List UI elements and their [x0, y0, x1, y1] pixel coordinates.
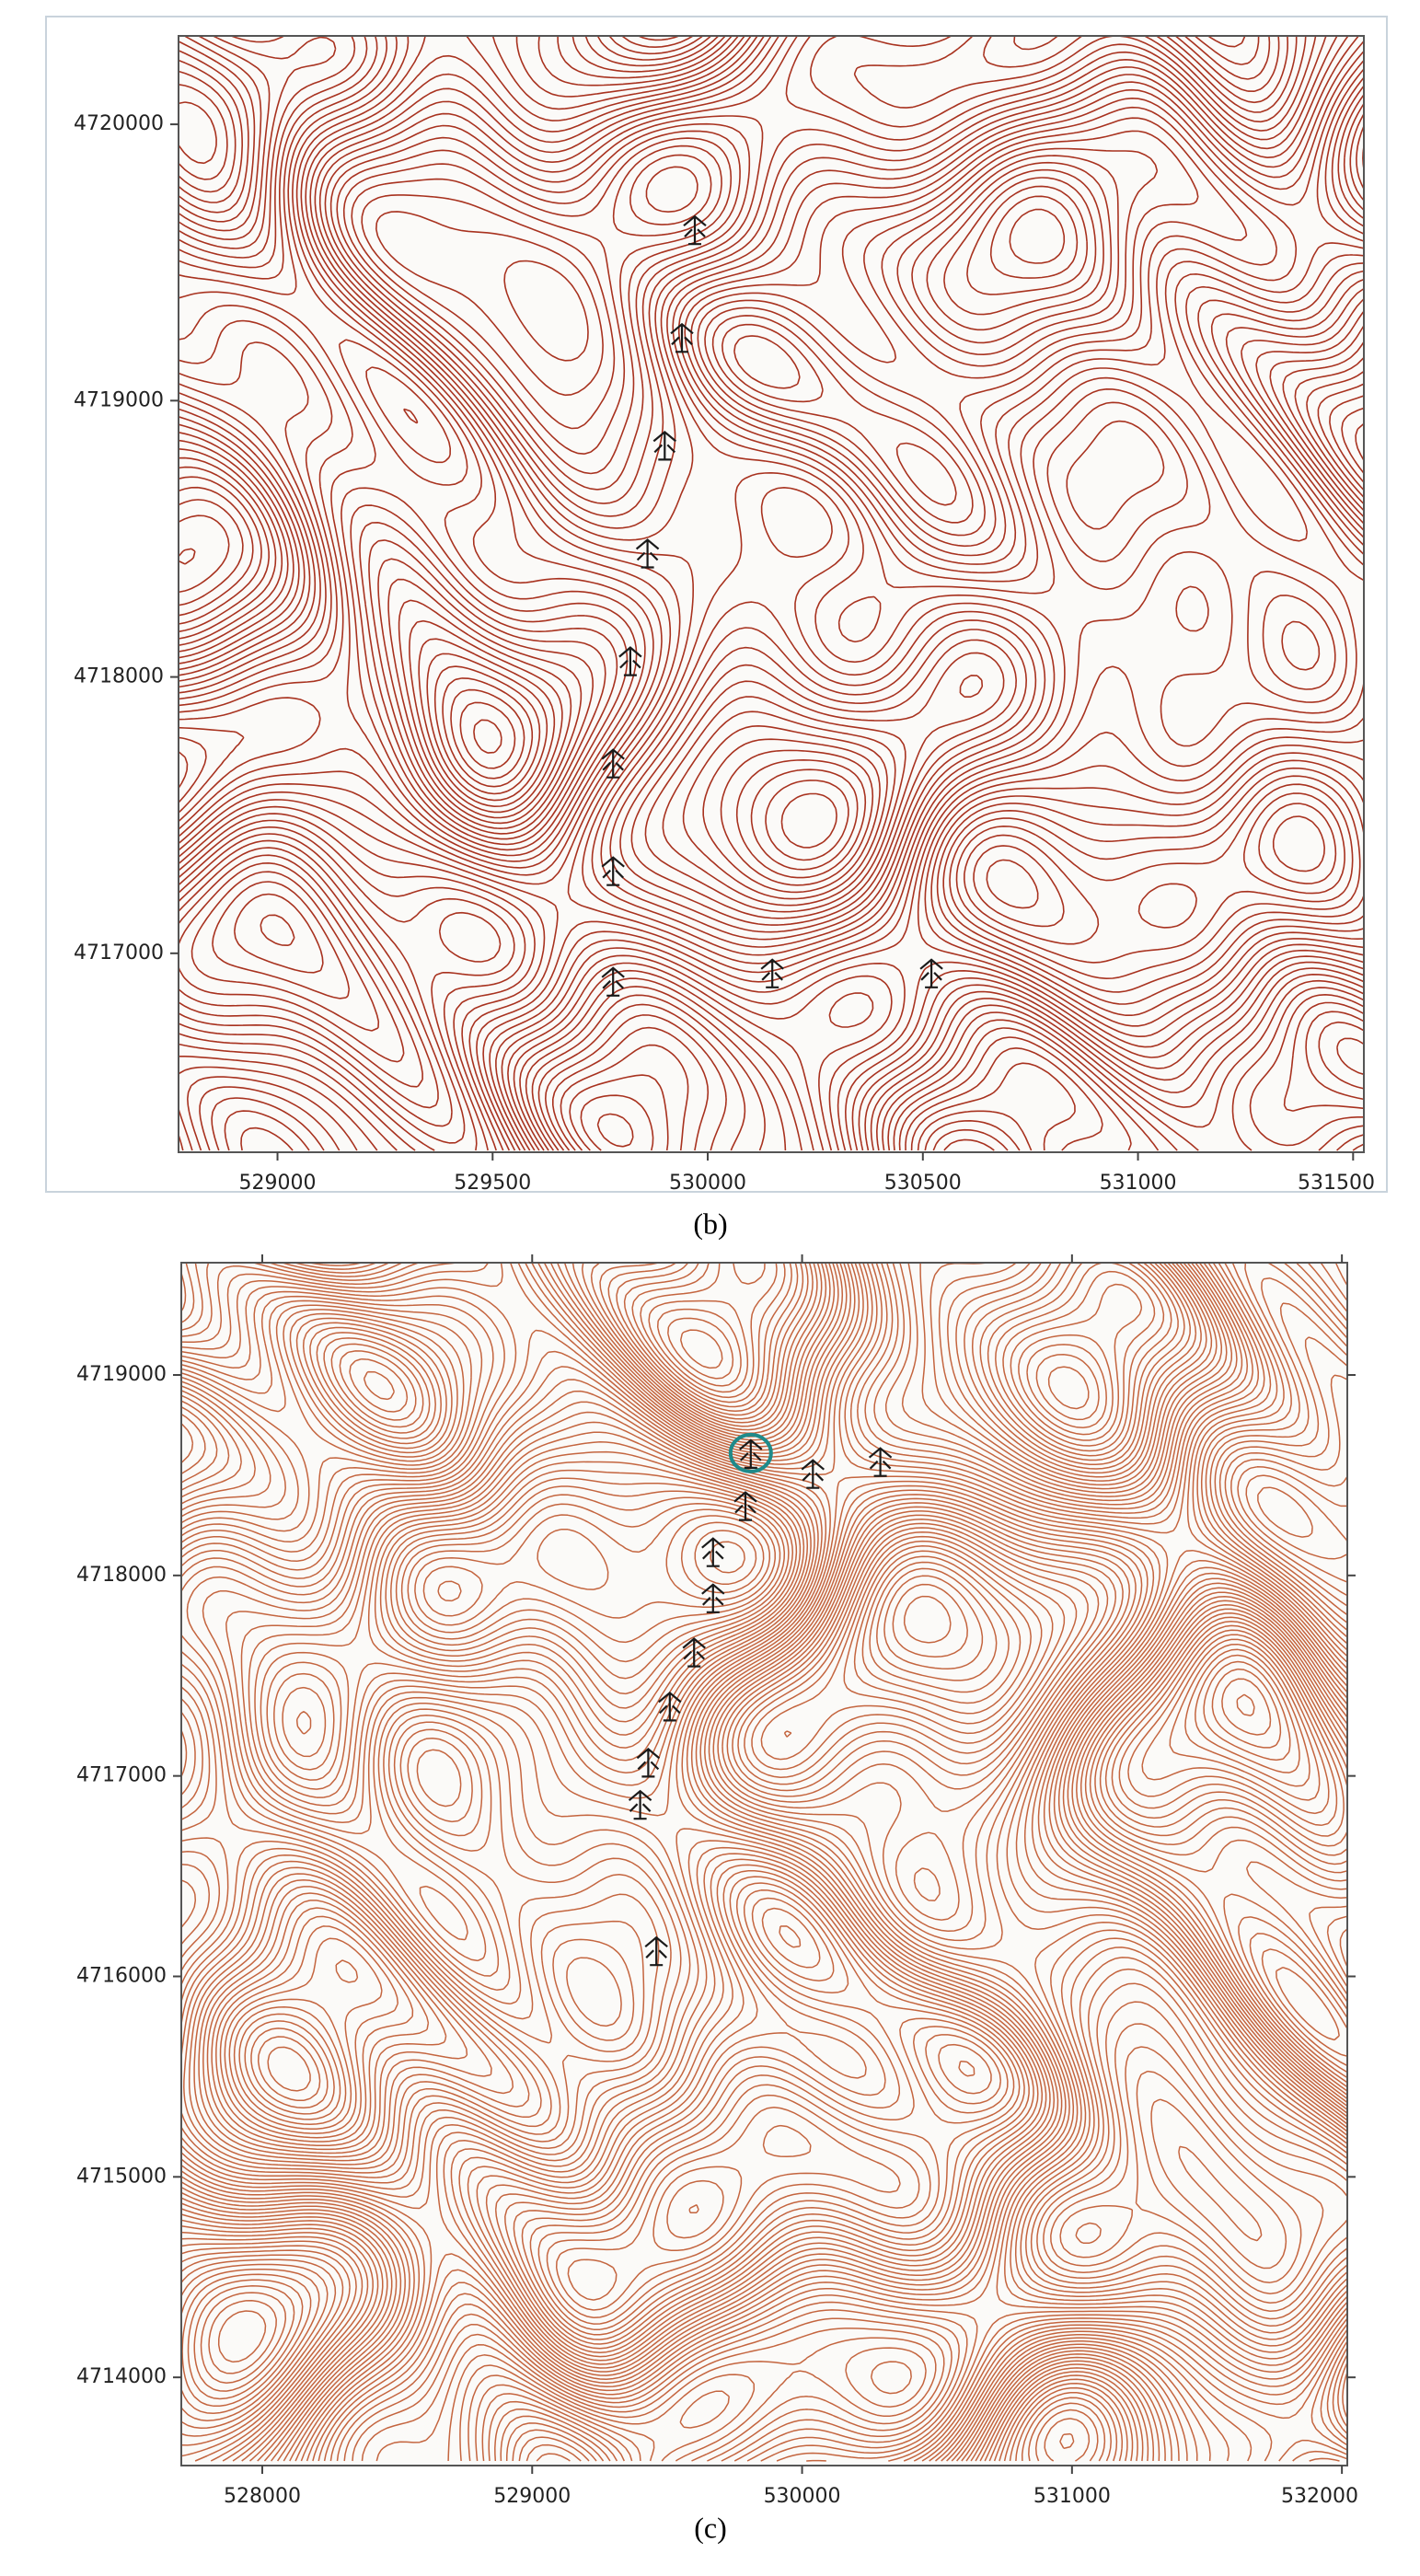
turbine-symbol	[670, 322, 694, 353]
x-tick-label: 530000	[669, 1172, 746, 1195]
turbine-symbol	[601, 748, 625, 779]
contour-lines	[180, 1262, 1348, 2462]
panel-label: (c)	[694, 2511, 727, 2544]
x-tick-label: 528000	[224, 2485, 301, 2508]
turbine-symbol	[628, 1789, 652, 1820]
x-tick-label: 531500	[1298, 1172, 1375, 1195]
turbine-symbol	[701, 1537, 725, 1567]
turbine-symbol	[618, 646, 642, 676]
turbine-glyph	[635, 538, 660, 569]
turbine-symbol	[683, 214, 707, 246]
turbine-symbol	[635, 538, 660, 569]
panel-border	[45, 16, 1388, 1193]
turbine-glyph	[652, 430, 677, 461]
turbine-glyph	[628, 1789, 652, 1820]
x-tick-label: 532000	[1281, 2485, 1358, 2508]
turbine-symbol	[652, 430, 677, 461]
highlight-ring	[728, 1432, 773, 1473]
y-tick-label: 4719000	[76, 1363, 167, 1386]
turbine-glyph	[701, 1537, 725, 1567]
x-tick-label: 530000	[764, 2485, 841, 2508]
contour-lines	[178, 35, 1365, 1151]
turbine-symbol	[658, 1691, 682, 1722]
turbine-symbol	[728, 1432, 773, 1473]
turbine-symbol	[682, 1637, 706, 1668]
turbine-glyph	[658, 1691, 682, 1722]
turbine-glyph	[683, 214, 707, 246]
turbine-symbol	[701, 1583, 725, 1613]
y-tick-label: 4718000	[74, 665, 164, 688]
turbine-glyph	[601, 748, 625, 779]
x-tick-label: 531000	[1033, 2485, 1111, 2508]
turbine-glyph	[760, 958, 784, 988]
turbine-glyph	[682, 1637, 706, 1668]
map-frame	[180, 1262, 1348, 2466]
turbine-glyph	[644, 1935, 668, 1967]
x-tick-label: 529000	[493, 2485, 571, 2508]
turbine-glyph	[636, 1747, 661, 1778]
turbine-symbol	[868, 1447, 893, 1477]
turbine-glyph	[919, 958, 943, 988]
y-tick-label: 4718000	[76, 1564, 167, 1587]
turbine-glyph	[601, 856, 625, 886]
y-tick-label: 4714000	[76, 2365, 167, 2388]
x-tick-label: 529500	[454, 1172, 531, 1195]
y-tick-label: 4717000	[74, 941, 164, 965]
turbine-glyph	[701, 1583, 725, 1613]
turbine-symbol	[733, 1491, 757, 1521]
y-tick-label: 4719000	[74, 388, 164, 411]
turbine-glyph	[601, 966, 625, 997]
map-background	[179, 36, 1364, 1152]
y-tick-label: 4720000	[74, 112, 164, 135]
turbine-symbol	[801, 1459, 825, 1489]
x-tick-label: 531000	[1100, 1172, 1177, 1195]
turbine-symbol	[760, 958, 784, 988]
turbine-glyph	[739, 1438, 763, 1470]
turbine-symbol	[919, 958, 943, 988]
turbine-symbol	[601, 966, 625, 997]
turbine-symbol	[636, 1747, 661, 1778]
y-tick-label: 4715000	[76, 2165, 167, 2188]
turbine-glyph	[801, 1459, 825, 1489]
y-tick-label: 4717000	[76, 1764, 167, 1787]
x-tick-label: 529000	[239, 1172, 317, 1195]
x-tick-label: 530500	[884, 1172, 962, 1195]
panel-label: (b)	[693, 1207, 727, 1240]
turbine-symbol	[644, 1935, 668, 1967]
turbine-glyph	[868, 1447, 893, 1477]
map-frame	[178, 35, 1365, 1153]
turbine-glyph	[670, 322, 694, 353]
turbine-glyph	[733, 1491, 757, 1521]
y-tick-label: 4716000	[76, 1964, 167, 1987]
turbine-glyph	[618, 646, 642, 676]
turbine-symbol	[601, 856, 625, 886]
